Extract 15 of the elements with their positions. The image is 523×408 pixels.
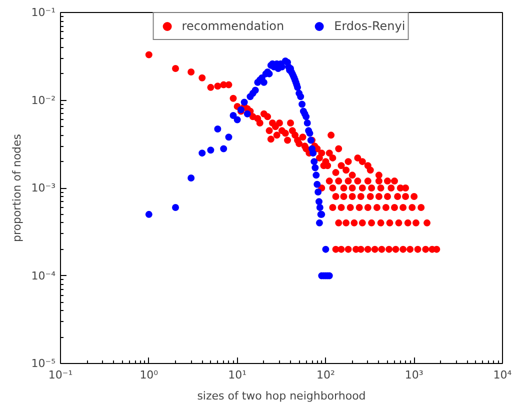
y-tick-label: 10⁻³ [31,182,56,194]
x-tick-label: 10⁴ [493,368,512,382]
legend-label: Erdos-Renyi [334,19,406,33]
y-tick-label: 10⁻¹ [31,6,56,19]
x-tick-label: 10⁰ [140,368,159,382]
x-tick-label: 10³ [404,368,424,382]
y-tick-label: 10⁻⁴ [31,269,56,282]
y-tick-label: 10⁻⁵ [31,357,56,370]
y-tick-label: 10⁻² [31,94,56,107]
x-tick-label: 10² [316,368,335,382]
y-axis-title: proportion of nodes [10,134,24,242]
legend-label: recommendation [182,19,284,33]
x-tick-label: 10¹ [228,368,247,382]
x-tick-label: 10⁻¹ [48,368,73,382]
x-axis-title: sizes of two hop neighborhood [197,390,366,402]
